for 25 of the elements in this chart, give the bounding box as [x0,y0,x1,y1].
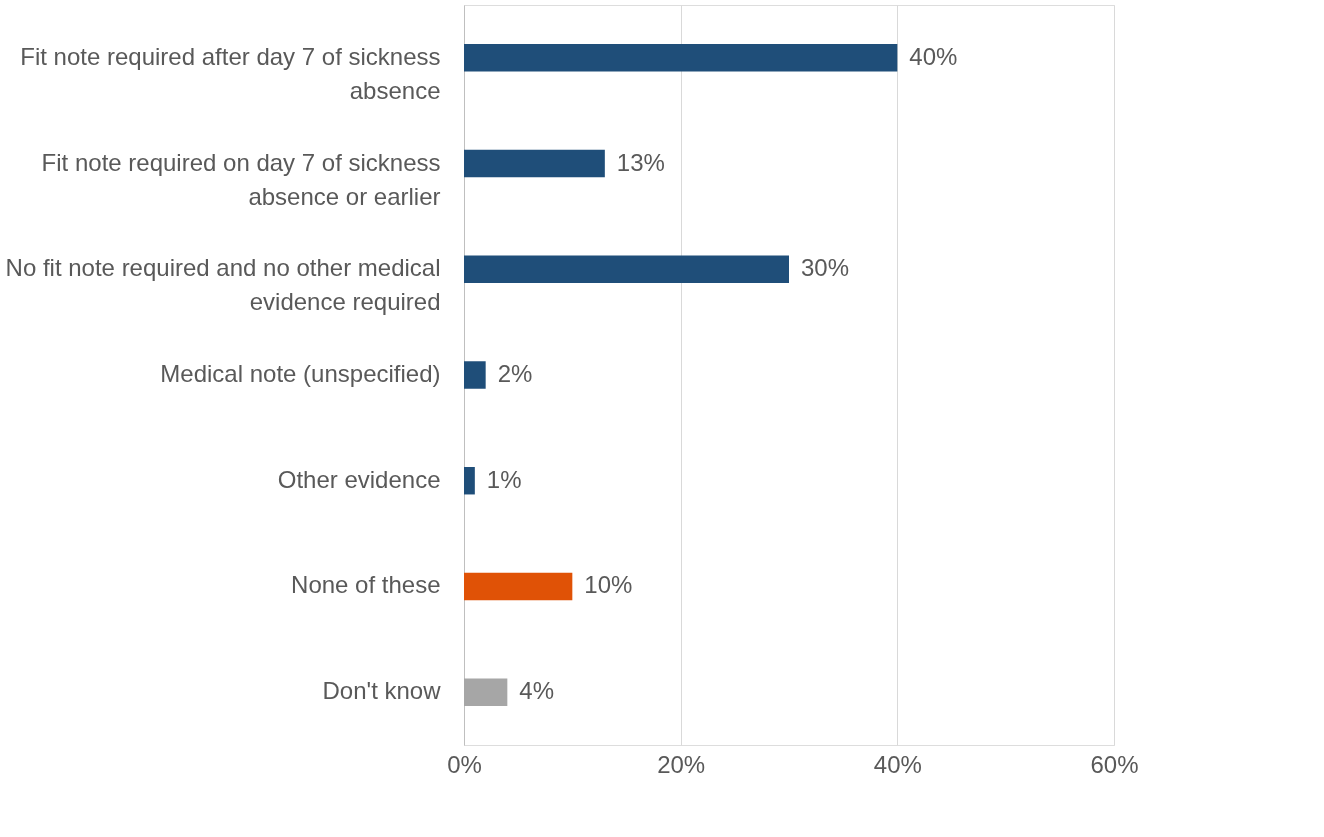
y-tick-label: None of these [291,571,441,599]
bar [464,255,789,284]
x-tick-label: 20% [657,750,706,778]
bar [464,44,898,72]
data-label: 13% [616,148,665,176]
bar [464,466,475,495]
bar [464,572,573,601]
y-tick-label: Don't know [322,677,442,705]
data-label: 1% [486,465,522,493]
data-label: 10% [584,571,633,599]
x-tick-label: 60% [1090,750,1139,778]
x-tick-label: 40% [873,750,922,778]
data-label: 30% [801,254,850,282]
bar [464,149,605,178]
bar [464,678,508,706]
y-tick-label: Medical note (unspecified) [160,360,441,387]
y-tick-label: Other evidence [277,465,441,493]
data-label: 40% [909,42,958,70]
data-label: 2% [497,360,533,387]
x-tick-label: 0% [447,750,482,778]
y-tick-label: Fit note required after day 7 of sickness absence [20,42,441,104]
bar [464,361,486,389]
y-tick-label: Fit note required on day 7 of sickness absence or earlier [41,148,441,210]
y-tick-label: No fit note required and no other medical evidence required [5,254,441,316]
data-label: 4% [519,677,555,705]
